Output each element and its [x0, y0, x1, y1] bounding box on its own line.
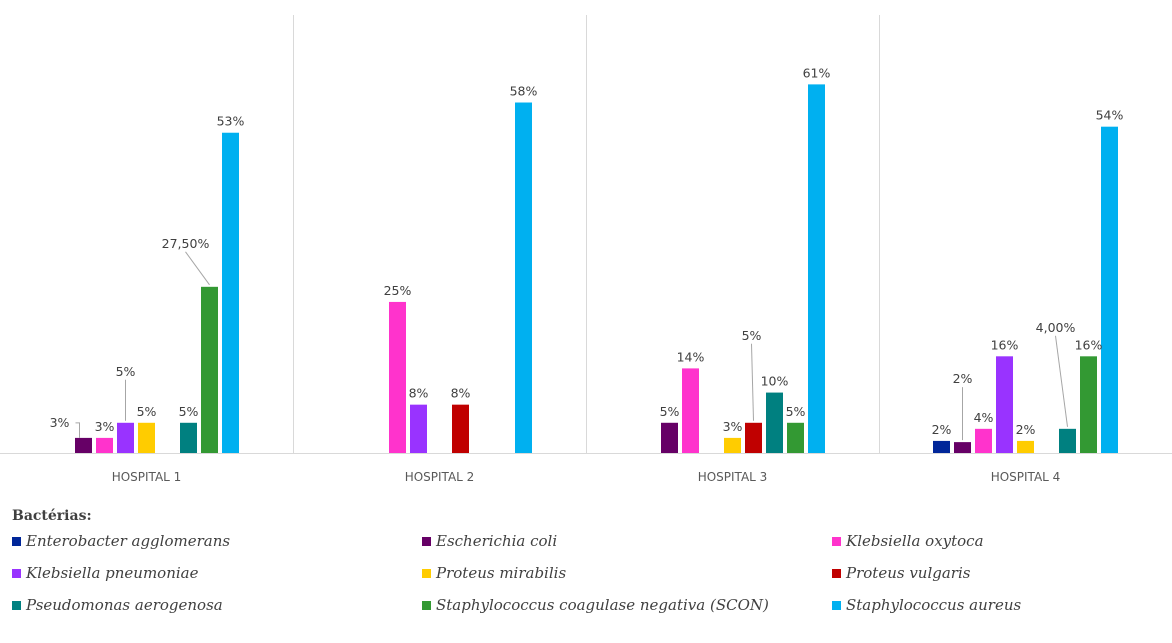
legend-swatch	[12, 568, 21, 578]
bar-staphylococcus-aureus	[808, 84, 825, 453]
data-label: 5%	[137, 404, 157, 419]
data-label: 16%	[991, 337, 1019, 352]
legend-swatch	[422, 600, 431, 610]
leader-line	[185, 251, 210, 286]
bar-staphylococcus-coagulase-negativa-scon	[1080, 356, 1097, 453]
data-label: 2%	[1016, 422, 1036, 437]
data-label: 61%	[803, 65, 831, 80]
bar-escherichia-coli	[661, 422, 678, 453]
data-label: 5%	[786, 404, 806, 419]
legend-swatch	[422, 568, 431, 578]
bar-staphylococcus-aureus	[515, 102, 532, 453]
legend-grid: Enterobacter agglomerans Escherichia coli…	[12, 532, 1172, 614]
legend-label: Klebsiella oxytoca	[846, 532, 984, 550]
data-label: 3%	[95, 419, 115, 434]
bar-pseudomonas-aerogenosa	[180, 422, 197, 453]
legend-label: Proteus mirabilis	[436, 564, 567, 582]
legend-item-enterobacter-agglomerans: Enterobacter agglomerans	[12, 532, 422, 550]
legend-label: Escherichia coli	[436, 532, 558, 550]
data-label: 27,50%	[162, 236, 210, 251]
leader-line	[1055, 335, 1068, 427]
legend-label: Staphylococcus coagulase negativa (SCON)	[436, 596, 769, 614]
bar-escherichia-coli	[75, 437, 92, 453]
data-label: 2%	[953, 371, 973, 386]
data-label: 16%	[1075, 337, 1103, 352]
data-label: 5%	[116, 364, 136, 379]
legend-item-staphylococcus-coagulase-negativa-scon: Staphylococcus coagulase negativa (SCON)	[422, 596, 832, 614]
leader-line	[75, 422, 80, 438]
data-label: 2%	[932, 422, 952, 437]
bar-klebsiella-oxytoca	[389, 301, 406, 453]
bar-klebsiella-oxytoca	[96, 437, 113, 453]
leader-line	[751, 343, 754, 421]
legend-item-pseudomonas-aerogenosa: Pseudomonas aerogenosa	[12, 596, 422, 614]
bar-staphylococcus-coagulase-negativa-scon	[787, 422, 804, 453]
bar-staphylococcus-aureus	[1101, 126, 1118, 453]
legend-title: Bactérias:	[12, 508, 92, 524]
legend-label: Pseudomonas aerogenosa	[26, 596, 223, 614]
bar-pseudomonas-aerogenosa	[1059, 428, 1076, 453]
legend-swatch	[832, 568, 841, 578]
data-label: 4%	[974, 410, 994, 425]
data-labels: 3% 3% 5% 5% 5% 27,50% 53% 25% 8% 8% 58% 5% 14% 3% 5% 10…	[50, 65, 1124, 437]
data-label: 4,00%	[1036, 320, 1076, 335]
legend-swatch	[832, 536, 841, 546]
legend-swatch	[832, 600, 841, 610]
bar-proteus-vulgaris	[452, 404, 469, 453]
legend-item-escherichia-coli: Escherichia coli	[422, 532, 832, 550]
bar-klebsiella-oxytoca	[682, 368, 699, 453]
data-label: 54%	[1096, 108, 1124, 123]
bar-proteus-mirabilis	[1017, 440, 1034, 453]
bars	[75, 84, 1118, 453]
legend-label: Proteus vulgaris	[846, 564, 971, 582]
legend-swatch	[12, 536, 21, 546]
data-label: 3%	[723, 419, 743, 434]
legend-swatch	[12, 600, 21, 610]
x-tick-label: HOSPITAL 1	[112, 470, 182, 484]
group-dividers	[293, 15, 880, 453]
data-label: 58%	[510, 84, 538, 99]
data-label: 25%	[384, 283, 412, 298]
x-tick-label: HOSPITAL 2	[405, 470, 475, 484]
bar-proteus-mirabilis	[138, 422, 155, 453]
bar-klebsiella-pneumoniae	[410, 404, 427, 453]
bar-klebsiella-oxytoca	[975, 428, 992, 453]
legend-item-proteus-vulgaris: Proteus vulgaris	[832, 564, 1172, 582]
legend-swatch	[422, 536, 431, 546]
legend-item-klebsiella-oxytoca: Klebsiella oxytoca	[832, 532, 1172, 550]
bar-klebsiella-pneumoniae	[117, 422, 134, 453]
data-label: 14%	[677, 349, 705, 364]
data-label: 53%	[217, 114, 245, 129]
bar-proteus-mirabilis	[724, 437, 741, 453]
legend-label: Staphylococcus aureus	[846, 596, 1022, 614]
legend-item-proteus-mirabilis: Proteus mirabilis	[422, 564, 832, 582]
data-label: 3%	[50, 415, 70, 430]
data-label: 5%	[742, 328, 762, 343]
data-label: 5%	[179, 404, 199, 419]
x-tick-label: HOSPITAL 4	[991, 470, 1061, 484]
x-tick-label: HOSPITAL 3	[698, 470, 768, 484]
leader-lines	[75, 251, 1068, 441]
bar-enterobacter-agglomerans	[933, 440, 950, 453]
data-label: 8%	[451, 386, 471, 401]
bar-chart: 3% 3% 5% 5% 5% 27,50% 53% 25% 8% 8% 58% 5% 14% 3% 5% 10…	[0, 15, 1172, 484]
bar-staphylococcus-coagulase-negativa-scon	[201, 286, 218, 453]
bar-proteus-vulgaris	[745, 422, 762, 453]
legend-label: Enterobacter agglomerans	[26, 532, 231, 550]
bar-klebsiella-pneumoniae	[996, 356, 1013, 453]
data-label: 8%	[409, 386, 429, 401]
legend: Bactérias: Enterobacter agglomerans Esche…	[12, 508, 1172, 614]
legend-label: Klebsiella pneumoniae	[26, 564, 199, 582]
bar-pseudomonas-aerogenosa	[766, 392, 783, 453]
bar-staphylococcus-aureus	[222, 132, 239, 453]
bar-escherichia-coli	[954, 442, 971, 453]
x-tick-labels: HOSPITAL 1 HOSPITAL 2 HOSPITAL 3 HOSPITAL 4	[112, 470, 1061, 484]
legend-item-staphylococcus-aureus: Staphylococcus aureus	[832, 596, 1172, 614]
data-label: 5%	[660, 404, 680, 419]
legend-item-klebsiella-pneumoniae: Klebsiella pneumoniae	[12, 564, 422, 582]
data-label: 10%	[761, 374, 789, 389]
